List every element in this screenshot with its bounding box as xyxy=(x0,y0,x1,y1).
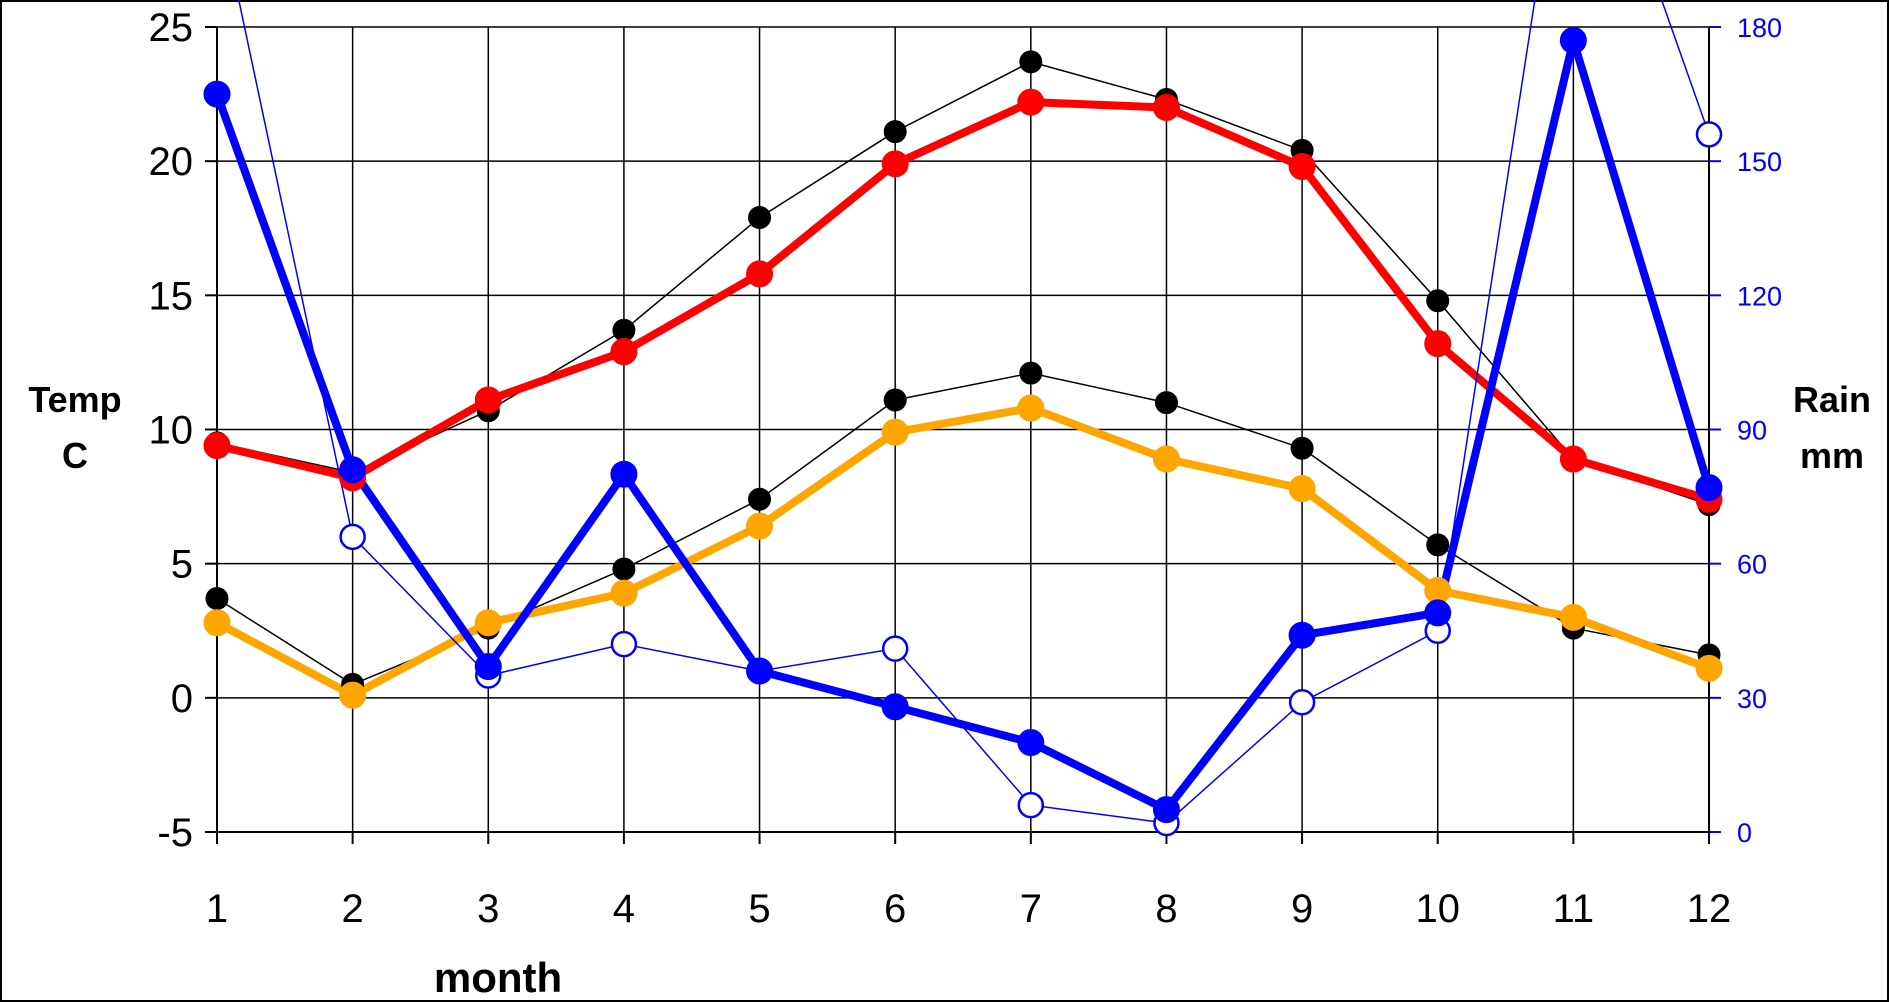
x-tick-label: 12 xyxy=(1687,887,1732,931)
y-right-tick-label: 120 xyxy=(1737,281,1782,311)
y-left-tick-label: 15 xyxy=(149,274,194,318)
x-tick-label: 2 xyxy=(342,887,364,931)
y-left-tick-label: 5 xyxy=(171,543,193,587)
series-0-point xyxy=(883,120,907,144)
series-3-point xyxy=(203,609,231,637)
y-left-title-line2: C xyxy=(62,435,88,476)
series-3-point xyxy=(474,609,502,637)
series-0-point xyxy=(1426,289,1450,313)
series-5-point xyxy=(1424,599,1452,627)
series-0-point xyxy=(748,206,772,230)
series-1-point xyxy=(474,386,502,414)
series-2-point xyxy=(1154,391,1178,415)
y-left-tick-label: 10 xyxy=(149,409,194,453)
y-left-title-line1: Temp xyxy=(28,379,121,420)
series-3-point xyxy=(1152,445,1180,473)
series-1-point xyxy=(881,150,909,178)
series-4-point xyxy=(881,635,909,662)
series-1-line xyxy=(216,98,1711,504)
x-tick-label: 11 xyxy=(1553,887,1595,931)
series-5-point xyxy=(1288,621,1316,649)
y-right-tick-label: 150 xyxy=(1737,147,1782,177)
y-right-tick-label: 60 xyxy=(1737,550,1767,580)
series-0-line xyxy=(216,61,1710,506)
series-5-point xyxy=(203,80,231,108)
series-2-point xyxy=(1426,533,1450,557)
series-2-point xyxy=(883,388,907,412)
series-1-point xyxy=(1152,94,1180,121)
series-3-point xyxy=(746,512,774,540)
y-left-tick-label: 0 xyxy=(171,677,193,721)
series-5-point xyxy=(1695,474,1723,502)
series-4-point xyxy=(339,523,366,551)
series-2-point xyxy=(612,557,636,581)
y-left-tick-label: 20 xyxy=(149,140,194,184)
series-1-point xyxy=(1559,445,1587,473)
series-0-point xyxy=(1019,50,1043,74)
series-3-point xyxy=(1017,394,1045,422)
series-3-point xyxy=(610,579,638,607)
y-right-title-line2: mm xyxy=(1800,435,1864,476)
y-left-tick-label: 25 xyxy=(149,6,194,50)
axis-labels: month Temp C Rain mm xyxy=(28,379,1871,1001)
y-left-tick-label: -5 xyxy=(157,811,193,855)
series-1-point xyxy=(203,432,231,460)
series-2-point xyxy=(1019,361,1043,385)
y-right-tick-label: 0 xyxy=(1737,818,1752,848)
series-3-line xyxy=(215,404,1711,700)
series-clip-group xyxy=(213,0,1713,824)
series-5-point xyxy=(1017,729,1045,757)
series-5-point xyxy=(746,657,774,685)
series-3-point xyxy=(881,418,909,446)
x-tick-label: 3 xyxy=(477,887,499,931)
series-3-point xyxy=(1695,654,1723,682)
x-tick-label: 5 xyxy=(748,887,770,931)
series-layer xyxy=(203,0,1723,837)
series-4-point xyxy=(610,630,638,658)
series-5-point xyxy=(339,456,367,484)
series-1-point xyxy=(1424,330,1452,358)
series-3-point xyxy=(339,681,367,709)
y-right-tick-label: 90 xyxy=(1737,416,1767,446)
series-3-point xyxy=(1288,475,1316,503)
series-4-point xyxy=(1017,791,1045,819)
series-1-point xyxy=(1288,153,1316,181)
series-1-point xyxy=(610,338,638,366)
x-axis-title: month xyxy=(434,954,562,1001)
series-5-point xyxy=(1559,26,1587,54)
series-4-point xyxy=(1695,121,1723,148)
series-1-point xyxy=(746,260,774,288)
x-tick-label: 6 xyxy=(884,887,906,931)
series-0-point xyxy=(612,318,636,342)
x-tick-label: 4 xyxy=(613,887,635,931)
y-right-tick-label: 180 xyxy=(1737,13,1782,43)
series-5-point xyxy=(610,460,638,488)
x-tick-label: 8 xyxy=(1155,887,1177,931)
series-3-point xyxy=(1559,603,1587,631)
series-2-point xyxy=(1290,436,1314,460)
series-2-point xyxy=(205,587,229,611)
y-right-title-line1: Rain xyxy=(1793,379,1871,420)
series-5-point xyxy=(474,653,502,681)
x-tick-label: 1 xyxy=(206,887,228,931)
x-tick-label: 10 xyxy=(1415,887,1460,931)
series-5-point xyxy=(881,693,909,721)
x-tick-label: 9 xyxy=(1291,887,1313,931)
x-tick-label: 7 xyxy=(1020,887,1042,931)
series-2-point xyxy=(748,487,772,511)
series-5-point xyxy=(1152,796,1180,824)
series-5-line xyxy=(213,36,1713,814)
series-4-point xyxy=(1288,689,1316,716)
series-1-point xyxy=(1017,88,1045,116)
y-right-tick-label: 30 xyxy=(1737,684,1767,714)
